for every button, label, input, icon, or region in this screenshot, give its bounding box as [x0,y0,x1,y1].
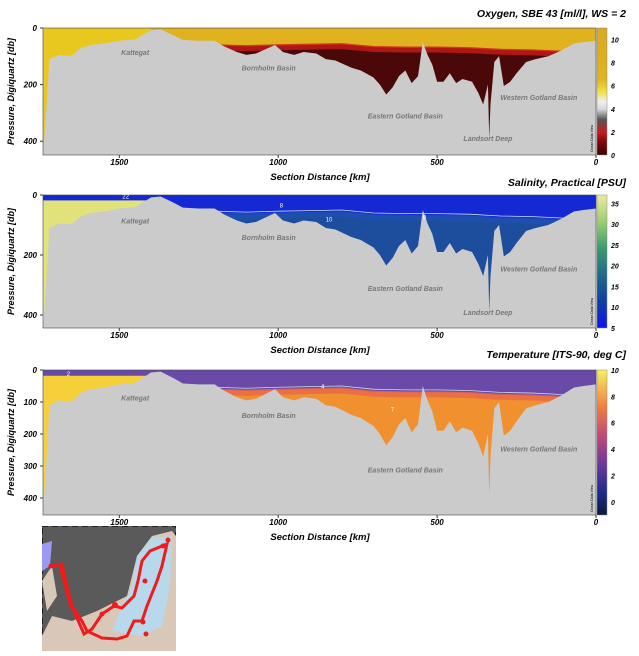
plot-frame [42,194,597,329]
colorbar-tick-label: 2 [610,473,615,480]
watermark-text: Ocean Data View [590,484,594,512]
watermark-text: Ocean Data View [590,297,594,325]
basin-label: Bornholm Basin [242,235,296,242]
colorbar-tick-label: 6 [611,421,615,428]
colorbar-tick-label: 10 [611,38,619,45]
colorbar-tick-label: 2 [610,130,615,137]
panel-title: Temperature [ITS-90, deg C] [486,349,626,361]
x-tick-label: 0 [594,158,599,167]
contour-label: 9 [423,216,427,222]
y-axis-title: Pressure, Digiquartz [db] [6,388,16,496]
basin-label: Landsort Deep [463,310,513,317]
contour-label: 7 [391,408,395,414]
colorbar-tick-label: 0 [611,153,615,160]
contour-label: 4 [321,385,325,391]
colorbar-tick-label: 4 [610,107,615,114]
y-axis-title: Pressure, Digiquartz [db] [6,37,16,145]
colorbar-tick-label: 6 [611,84,615,91]
y-tick-label: 400 [23,137,38,146]
y-tick-label: 100 [24,398,38,407]
plot-frame [42,27,597,156]
y-tick-label: 300 [24,462,38,471]
y-tick-label: 0 [33,191,38,200]
contour-line [214,209,596,219]
y-tick-label: 200 [23,251,38,260]
x-tick-label: 500 [430,158,444,167]
seafloor-mask [43,196,596,330]
x-tick-label: 500 [430,518,444,527]
y-tick-label: 0 [33,366,38,375]
panel-2: Temperature [ITS-90, deg C] 2 4 7 Kattegat Bo… [6,349,627,543]
map-svg [41,525,177,652]
basin-label: Western Gotland Basin [500,267,577,274]
x-axis-title: Section Distance [km] [270,532,370,543]
panel-0: Oxygen, SBE 43 [ml/l], WS = 2 Kattegat Bor… [6,8,626,183]
basin-label: Bornholm Basin [242,65,296,72]
y-axis-title: Pressure, Digiquartz [db] [6,207,16,315]
colorbar-tick-label: 5 [611,326,615,333]
x-tick-label: 1500 [110,518,128,527]
colorbar-tick-label: 25 [610,243,619,250]
x-tick-label: 1500 [110,158,128,167]
basin-label: Kattegat [121,50,150,57]
x-tick-label: 1500 [110,331,128,340]
basin-label: Bornholm Basin [242,413,296,420]
basin-label: Kattegat [121,395,150,402]
map-skagerrak [42,541,52,571]
contour-line [214,385,596,396]
x-tick-label: 1000 [269,518,287,527]
colorbar [596,369,608,516]
contour-label: 10 [326,217,333,223]
x-tick-label: 0 [594,518,599,527]
basin-label: Western Gotland Basin [500,95,577,102]
basin-label: Kattegat [121,219,150,226]
x-axis-title: Section Distance [km] [270,345,370,356]
x-tick-label: 0 [594,331,599,340]
panel-title: Salinity, Practical [PSU] [508,177,627,189]
y-tick-label: 400 [23,494,38,503]
colorbar-tick-label: 35 [611,201,619,208]
basin-label: Eastern Gotland Basin [368,114,443,121]
colorbar-tick-label: 20 [610,264,619,271]
basin-label: Eastern Gotland Basin [368,286,443,293]
colorbar-tick-label: 8 [611,394,615,401]
basin-label: Western Gotland Basin [500,447,577,454]
seafloor-mask [43,371,596,515]
y-tick-label: 400 [23,311,38,320]
cruise-track [50,541,170,641]
x-axis-title: Section Distance [km] [270,172,370,183]
x-tick-label: 1000 [269,158,287,167]
basin-label: Eastern Gotland Basin [368,467,443,474]
colorbar-tick-label: 30 [611,222,619,229]
basin-label: Landsort Deep [463,136,513,143]
colorbar-tick-label: 8 [611,61,615,68]
station-map [41,525,177,652]
colorbar-tick-label: 10 [611,305,619,312]
map-basin [112,536,172,636]
colorbar-tick-label: 10 [611,368,619,375]
watermark-text: Ocean Data View [590,124,594,152]
colorbar-tick-label: 15 [611,284,619,291]
x-tick-label: 500 [430,331,444,340]
colorbar-tick-label: 0 [611,500,615,507]
y-tick-label: 200 [23,430,38,439]
panel-title: Oxygen, SBE 43 [ml/l], WS = 2 [477,8,626,20]
panel-1: Salinity, Practical [PSU] 22 8 10 9 Kattegat B… [6,177,626,356]
y-tick-label: 200 [23,81,38,90]
y-tick-label: 0 [33,24,38,33]
contour-label: 22 [122,195,129,201]
seafloor-mask [43,29,596,156]
colorbar [596,194,608,329]
contour-label: 8 [280,204,284,210]
x-tick-label: 1000 [269,331,287,340]
plot-frame [42,369,597,516]
stations [48,537,171,637]
colorbar [596,27,608,156]
contour-label: 2 [67,372,71,378]
colorbar-tick-label: 4 [610,447,615,454]
